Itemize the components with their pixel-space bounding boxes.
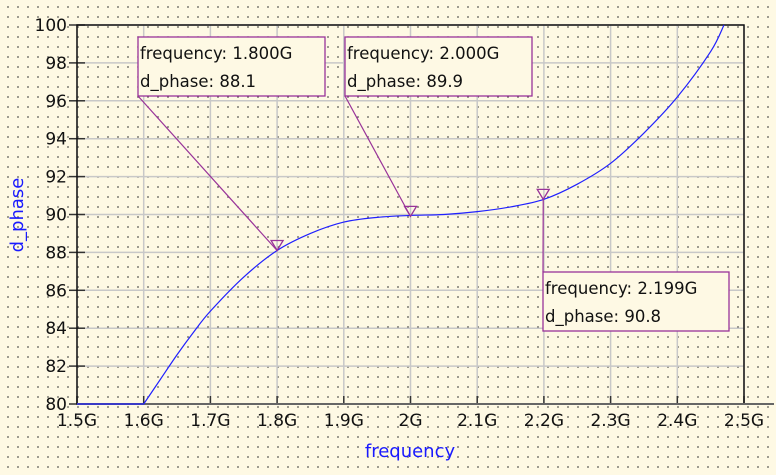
x-tick-label: 2G [399,411,423,431]
annotation-d-phase: d_phase: 88.1 [140,72,256,92]
x-tick-label: 1.5G [57,411,97,431]
y-tick-label: 82 [45,357,67,377]
y-tick-label: 100 [35,16,67,36]
marker-triangle-icon [403,205,418,218]
marker-leader-line [344,95,412,217]
annotation-box [137,36,326,97]
y-tick-label: 88 [45,243,67,263]
annotation-box [542,271,730,332]
x-tick-label: 2.2G [524,411,564,431]
y-tick-label: 94 [45,130,67,150]
y-axis-label: d_phase [7,178,28,253]
x-tick-labels: 1.5G 1.6G 1.7G 1.8G 1.9G 2G 2.1G 2.2G 2.3G 2.4G 2.… [57,411,764,431]
x-tick-label: 1.8G [257,411,297,431]
annotation-d-phase: d_phase: 90.8 [545,307,661,327]
annotation-frequency: frequency: 2.199G [545,279,697,298]
axes [69,24,774,405]
y-tick-label: 84 [45,319,67,339]
marker-annotation: frequency: 1.800G d_phase: 88.1 [137,36,326,252]
x-tick-label: 2.5G [724,411,764,431]
annotation-frequency: frequency: 2.000G [347,44,499,63]
annotation-box [344,36,533,97]
marker-annotation: frequency: 2.199G d_phase: 90.8 [536,188,730,332]
y-tick-label: 80 [45,395,67,415]
y-tick-label: 86 [45,281,67,301]
annotation-d-phase: d_phase: 89.9 [347,72,463,92]
x-tick-label: 1.9G [324,411,364,431]
y-tick-label: 96 [45,92,67,112]
y-tick-label: 92 [45,168,67,188]
y-tick-label: 90 [45,206,67,226]
marker-annotation: frequency: 2.000G d_phase: 89.9 [344,36,533,218]
x-tick-label: 2.1G [457,411,497,431]
annotation-frequency: frequency: 1.800G [140,44,292,63]
x-tick-label: 2.3G [590,411,630,431]
x-tick-label: 2.4G [657,411,697,431]
x-axis-label: frequency [365,441,456,462]
y-tick-labels: 80 82 84 86 88 90 92 94 96 98 100 [35,16,67,415]
marker-triangle-icon [269,239,285,252]
y-tick-label: 98 [45,54,67,74]
marker-leader-line [137,95,278,251]
x-tick-label: 1.7G [190,411,230,431]
x-tick-label: 1.6G [124,411,164,431]
marker-triangle-icon [536,188,551,201]
